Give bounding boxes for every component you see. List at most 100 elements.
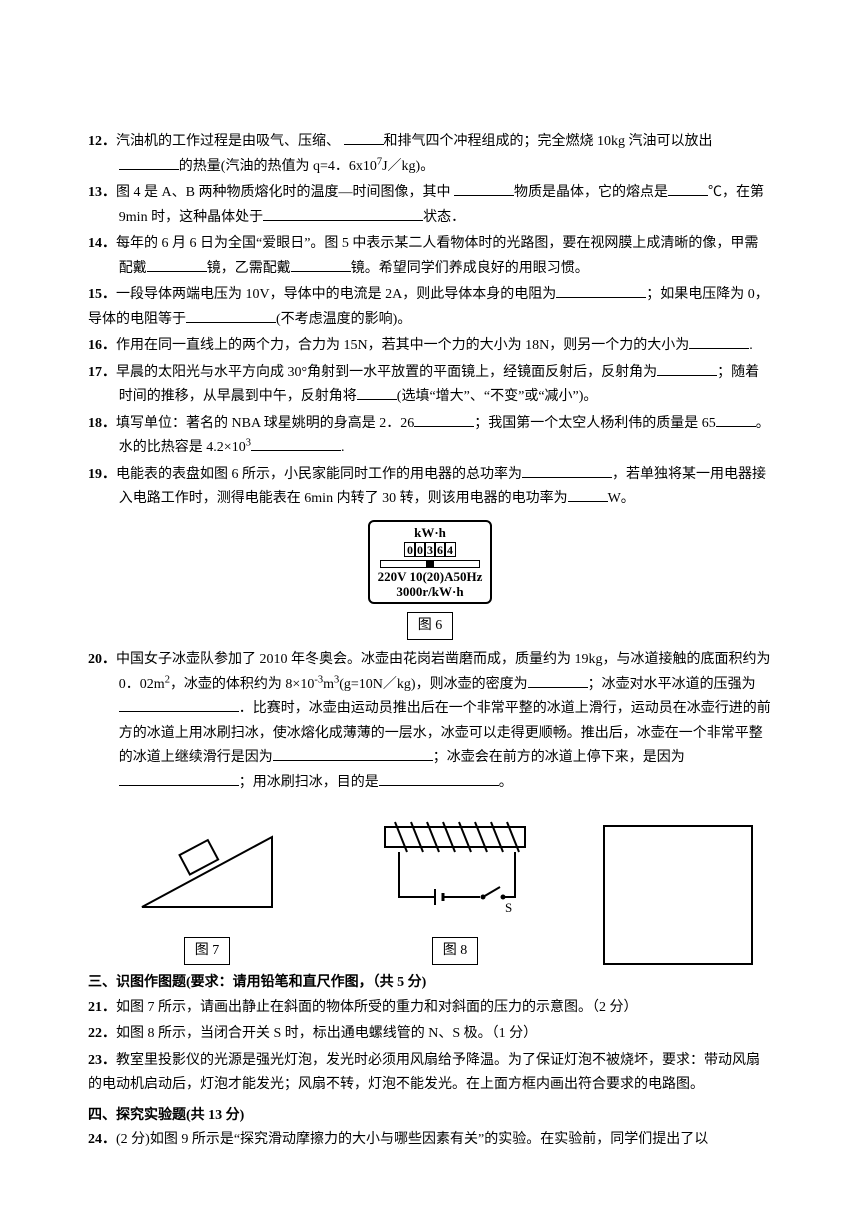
blank[interactable] <box>186 309 276 323</box>
text: 填写单位：著名的 NBA 球星姚明的身高是 2．26 <box>116 416 414 431</box>
text: ；冰壶对水平冰道的压强为 <box>588 677 756 692</box>
question-24: 24．(2 分)如图 9 所示是“探究滑动摩擦力的大小与哪些因素有关”的实验。在… <box>88 1128 772 1153</box>
qnum: 23． <box>88 1053 116 1068</box>
blank[interactable] <box>119 698 239 712</box>
question-15: 15．一段导体两端电压为 10V，导体中的电流是 2A，则此导体本身的电阻为；如… <box>88 283 772 332</box>
blank[interactable] <box>147 258 207 272</box>
qnum: 19． <box>88 467 116 482</box>
blank[interactable] <box>689 335 749 349</box>
text: 镜。希望同学们养成良好的用眼习惯。 <box>351 261 589 276</box>
text: 早晨的太阳光与水平方向成 30°角射到一水平放置的平面镜上，经镜面反射后，反射角… <box>116 365 657 380</box>
meter-figure: kW·h 00364 220V 10(20)A50Hz 3000r/kW·h <box>88 520 772 606</box>
blank[interactable] <box>657 362 717 376</box>
text: m <box>323 677 334 692</box>
blank[interactable] <box>568 488 608 502</box>
text: 如图 8 所示，当闭合开关 S 时，标出通电螺线管的 N、S 极。（1 分） <box>116 1026 537 1041</box>
blank[interactable] <box>668 182 708 196</box>
sup: -3 <box>314 674 323 685</box>
blank[interactable] <box>528 674 588 688</box>
question-22: 22．如图 8 所示，当闭合开关 S 时，标出通电螺线管的 N、S 极。（1 分… <box>88 1022 772 1047</box>
text: ；冰壶会在前方的冰道上停下来，是因为 <box>433 750 685 765</box>
incline-diagram <box>132 807 282 917</box>
text: (选填“增大”、“不变”或“减小”)。 <box>397 389 598 404</box>
question-19: 19．电能表的表盘如图 6 所示，小民家能同时工作的用电器的总功率为，若单独将某… <box>88 463 772 512</box>
text: . <box>749 338 753 353</box>
section-3-heading: 三、识图作图题(要求：请用铅笔和直尺作图，（共 5 分) <box>88 971 772 996</box>
section-4-heading: 四、探究实验题(共 13 分) <box>88 1104 772 1129</box>
text: 状态． <box>423 210 465 225</box>
question-23: 23．教室里投影仪的光源是强光灯泡，发光时必须用风扇给予降温。为了保证灯泡不被烧… <box>88 1049 772 1098</box>
question-17: 17．早晨的太阳光与水平方向成 30°角射到一水平放置的平面镜上，经镜面反射后，… <box>88 361 772 410</box>
text: 图 4 是 A、B 两种物质熔化时的温度—时间图像，其中 <box>116 185 450 200</box>
text: 如图 7 所示，请画出静止在斜面的物体所受的重力和对斜面的压力的示意图。（2 分… <box>116 1000 638 1015</box>
qnum: 20． <box>88 652 116 667</box>
svg-text:S: S <box>505 900 512 915</box>
text: 物质是晶体，它的熔点是 <box>514 185 668 200</box>
figure-8: S 图 8 <box>345 807 565 965</box>
meter-unit: kW·h <box>378 526 483 541</box>
qnum: 14． <box>88 236 116 251</box>
text: (g=10N／kg)，则冰壶的密度为 <box>339 677 527 692</box>
meter-digits: 00364 <box>378 542 483 558</box>
text: 汽油机的工作过程是由吸气、压缩、 <box>116 134 340 149</box>
text: ；用冰刷扫冰，目的是 <box>239 775 379 790</box>
blank[interactable] <box>251 437 341 451</box>
blank[interactable] <box>454 182 514 196</box>
blank[interactable] <box>119 156 179 170</box>
question-16: 16．作用在同一直线上的两个力，合力为 15N，若其中一个力的大小为 18N，则… <box>88 334 772 359</box>
question-13: 13．图 4 是 A、B 两种物质熔化时的温度—时间图像，其中 物质是晶体，它的… <box>88 181 772 230</box>
text: 教室里投影仪的光源是强光灯泡，发光时必须用风扇给予降温。为了保证灯泡不被烧坏，要… <box>88 1053 760 1093</box>
qnum: 16． <box>88 338 116 353</box>
text: W。 <box>608 491 635 506</box>
energy-meter: kW·h 00364 220V 10(20)A50Hz 3000r/kW·h <box>368 520 493 605</box>
blank[interactable] <box>273 747 433 761</box>
blank[interactable] <box>119 772 239 786</box>
text: J／kg)。 <box>382 159 434 174</box>
question-21: 21．如图 7 所示，请画出静止在斜面的物体所受的重力和对斜面的压力的示意图。（… <box>88 996 772 1021</box>
text: (2 分)如图 9 所示是“探究滑动摩擦力的大小与哪些因素有关”的实验。在实验前… <box>116 1132 708 1147</box>
text: (不考虑温度的影响)。 <box>276 312 411 327</box>
blank[interactable] <box>522 464 612 478</box>
question-14: 14．每年的 6 月 6 日为全国“爱眼日”。图 5 中表示某二人看物体时的光路… <box>88 232 772 281</box>
fig6-label-wrap: 图 6 <box>88 612 772 641</box>
meter-spec1: 220V 10(20)A50Hz <box>378 570 483 585</box>
meter-spec2: 3000r/kW·h <box>378 585 483 600</box>
blank[interactable] <box>357 386 397 400</box>
blank[interactable] <box>344 131 384 145</box>
text: 电能表的表盘如图 6 所示，小民家能同时工作的用电器的总功率为 <box>116 467 522 482</box>
qnum: 13． <box>88 185 116 200</box>
blank[interactable] <box>556 284 646 298</box>
fig8-label: 图 8 <box>432 937 479 966</box>
question-18: 18．填写单位：著名的 NBA 球星姚明的身高是 2．26 ；我国第一个太空人杨利… <box>88 412 772 461</box>
question-12: 12．汽油机的工作过程是由吸气、压缩、 和排气四个冲程组成的；完全燃烧 10kg… <box>88 130 772 179</box>
blank[interactable] <box>716 413 756 427</box>
qnum: 18． <box>88 416 116 431</box>
text: 镜，乙需配戴 <box>207 261 291 276</box>
qnum: 24． <box>88 1132 116 1147</box>
circuit-answer-box[interactable] <box>603 825 753 965</box>
qnum: 15． <box>88 287 116 302</box>
qnum: 22． <box>88 1026 116 1041</box>
solenoid-diagram: S <box>355 807 555 927</box>
blank[interactable] <box>291 258 351 272</box>
qnum: 21． <box>88 1000 116 1015</box>
fig7-label: 图 7 <box>184 937 231 966</box>
text: . <box>341 440 345 455</box>
blank[interactable] <box>379 772 499 786</box>
figure-7: 图 7 <box>107 807 307 965</box>
text: 作用在同一直线上的两个力，合力为 15N，若其中一个力的大小为 18N，则另一个… <box>116 338 689 353</box>
text: ，冰壶的体积约为 8×10 <box>170 677 314 692</box>
figure-row: 图 7 S 图 8 <box>88 807 772 965</box>
digit: 4 <box>444 542 456 557</box>
text: 的热量(汽油的热值为 q=4．6x10 <box>179 159 377 174</box>
text: ；我国第一个太空人杨利伟的质量是 65 <box>474 416 716 431</box>
fig6-label: 图 6 <box>407 612 454 641</box>
text: 和排气四个冲程组成的；完全燃烧 10kg 汽油可以放出 <box>384 134 713 149</box>
text: 一段导体两端电压为 10V，导体中的电流是 2A，则此导体本身的电阻为 <box>116 287 556 302</box>
qnum: 12． <box>88 134 116 149</box>
blank[interactable] <box>414 413 474 427</box>
blank[interactable] <box>263 207 423 221</box>
meter-disk <box>380 560 481 568</box>
qnum: 17． <box>88 365 116 380</box>
question-20: 20．中国女子冰壶队参加了 2010 年冬奥会。冰壶由花岗岩凿磨而成，质量约为 … <box>88 648 772 795</box>
